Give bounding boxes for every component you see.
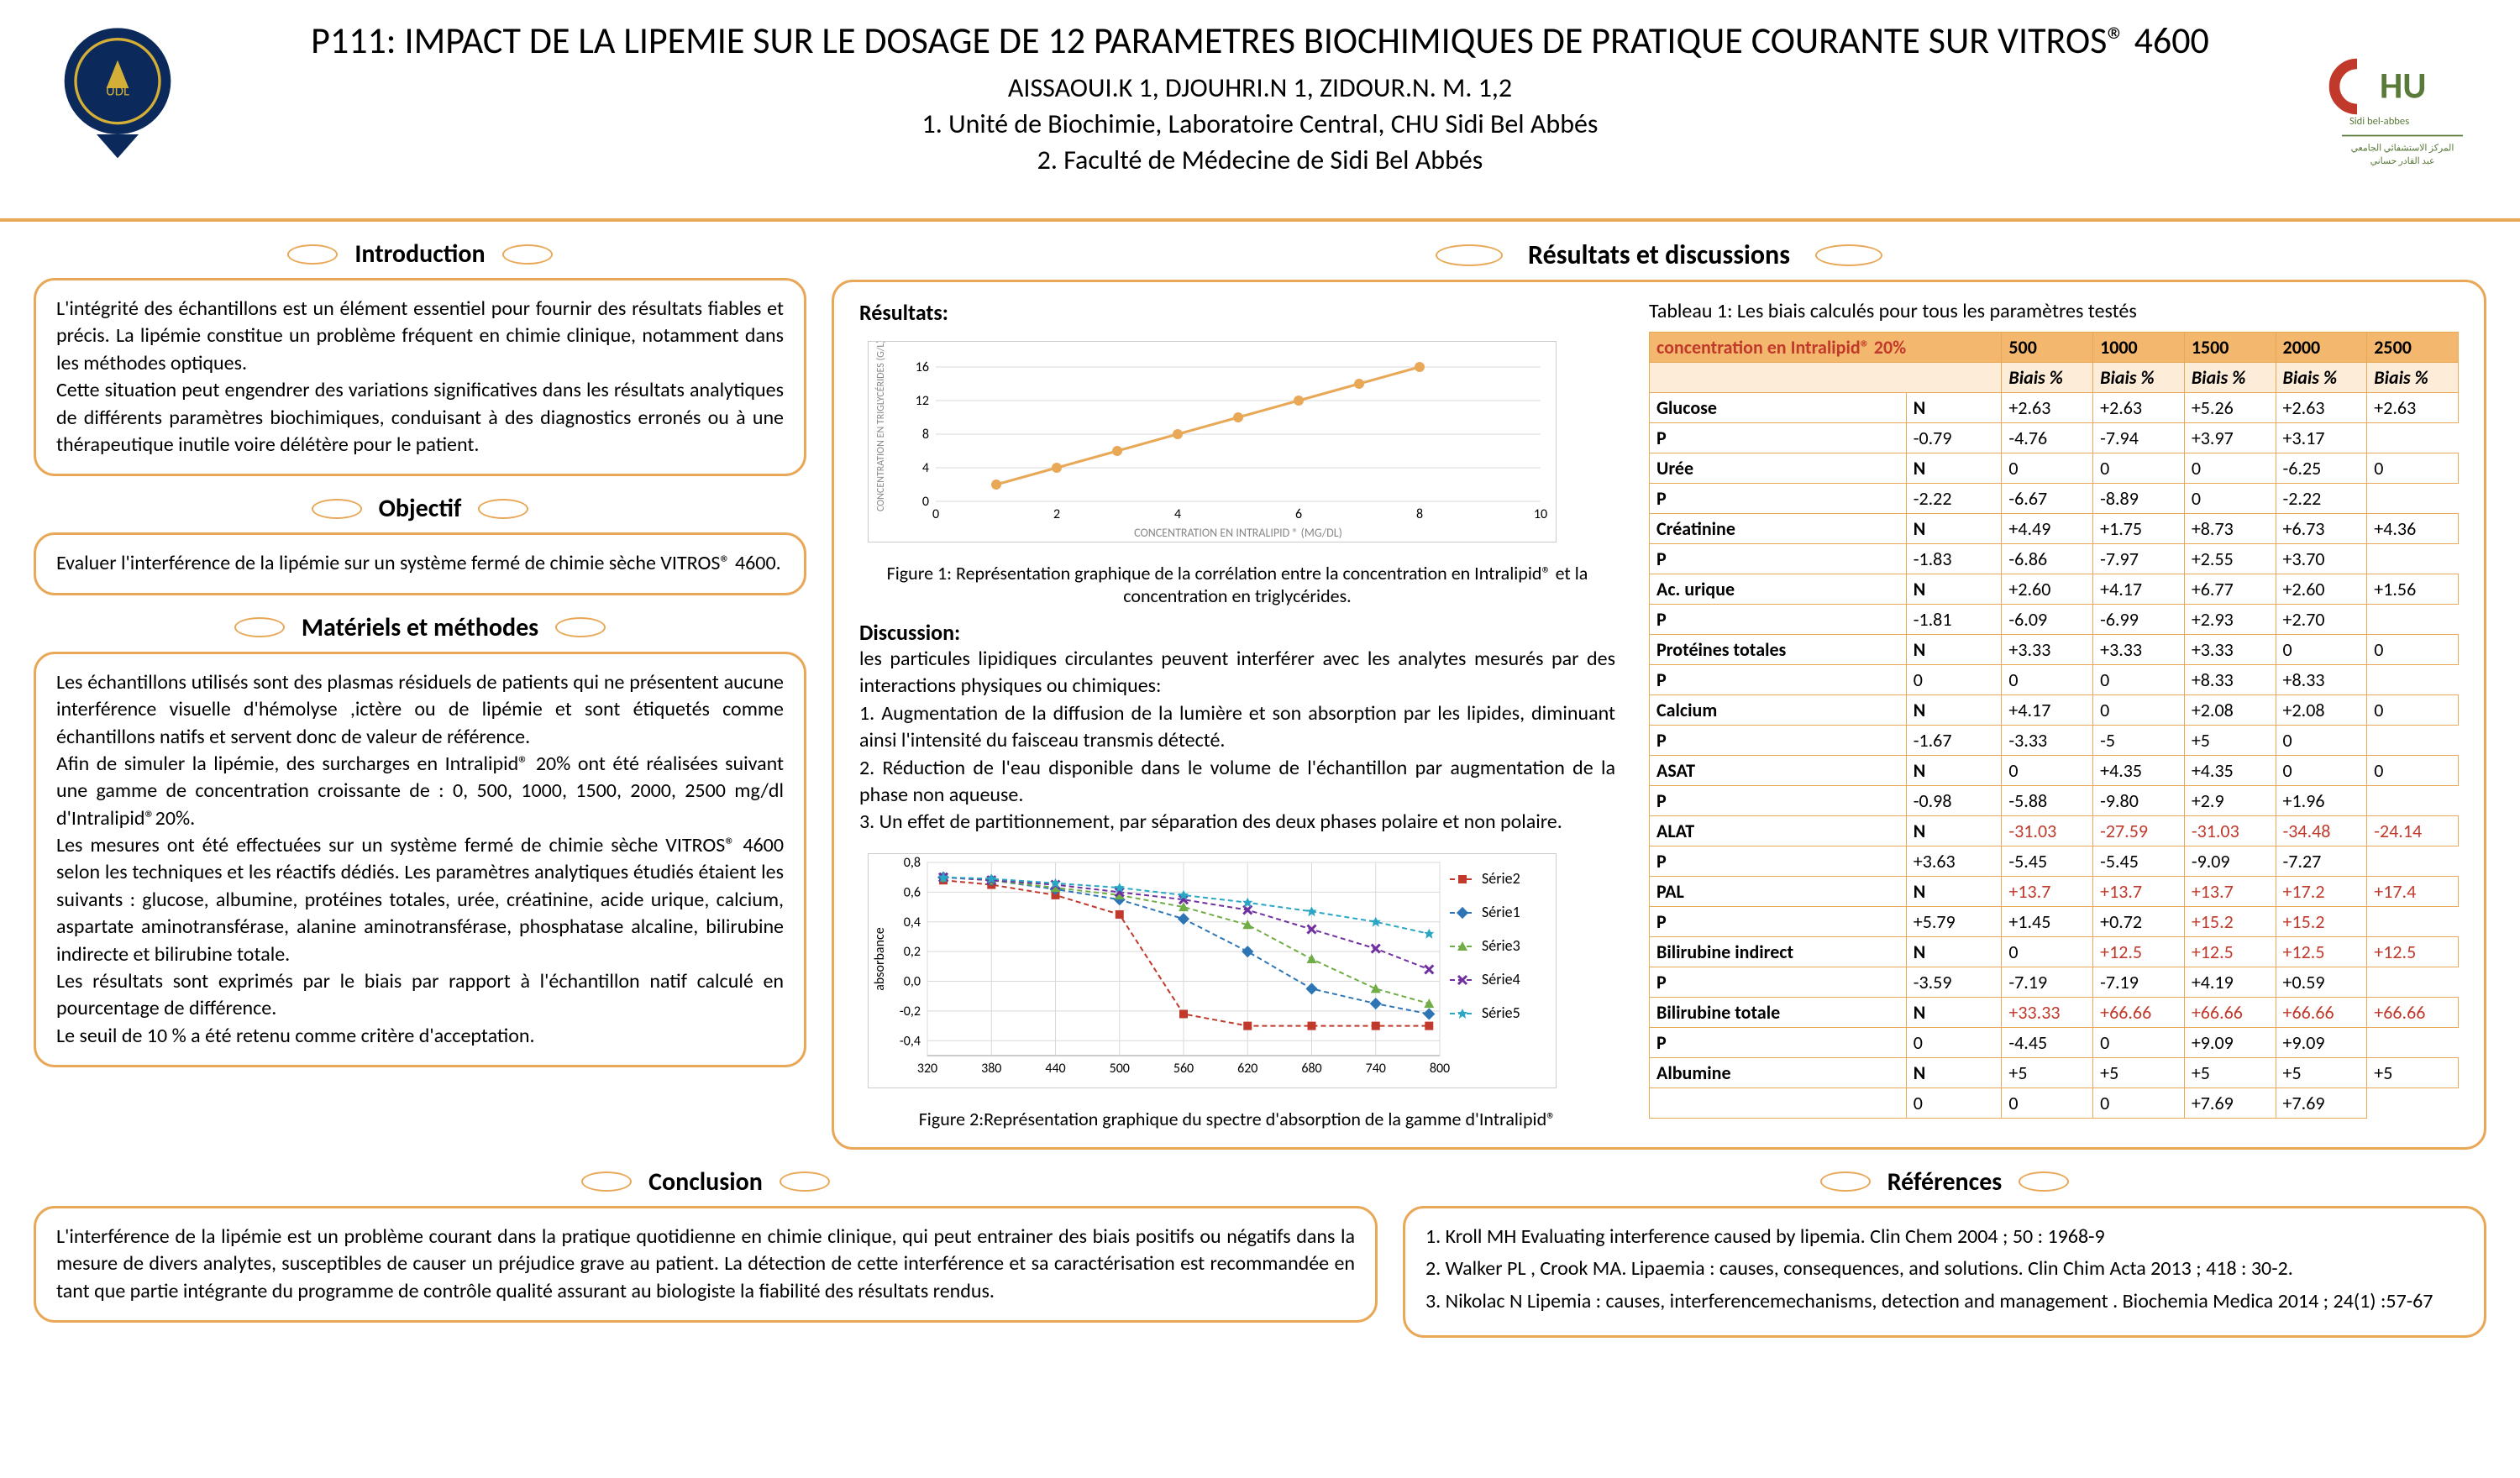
- svg-text:8: 8: [922, 427, 929, 443]
- svg-text:CONCENTRATION EN TRIGLYCÉRIDES: CONCENTRATION EN TRIGLYCÉRIDES (G/L): [874, 341, 887, 511]
- objectif-text: Evaluer l'interférence de la lipémie sur…: [34, 532, 806, 595]
- affiliation-1: 1. Unité de Biochimie, Laboratoire Centr…: [202, 107, 2318, 140]
- svg-text:8: 8: [1416, 506, 1423, 522]
- svg-text:HU: HU: [2380, 64, 2426, 108]
- svg-text:800: 800: [1430, 1061, 1450, 1077]
- svg-text:Série3: Série3: [1482, 936, 1520, 955]
- results-title: Résultats et discussions: [1528, 238, 1790, 271]
- svg-text:0,0: 0,0: [904, 973, 921, 989]
- objectif-title: Objectif: [379, 493, 462, 524]
- svg-text:440: 440: [1045, 1061, 1065, 1077]
- svg-text:المركز الاستشفائي الجامعي: المركز الاستشفائي الجامعي: [2351, 143, 2454, 154]
- svg-text:Série1: Série1: [1482, 903, 1520, 921]
- conclusion-title: Conclusion: [648, 1166, 763, 1198]
- methods-text: Les échantillons utilisés sont des plasm…: [34, 652, 806, 1067]
- logo-university: UDL: [34, 17, 202, 202]
- svg-text:0,2: 0,2: [904, 944, 921, 960]
- svg-text:-0,4: -0,4: [900, 1033, 921, 1049]
- affiliation-2: 2. Faculté de Médecine de Sidi Bel Abbés: [202, 144, 2318, 176]
- intro-title: Introduction: [354, 238, 485, 270]
- svg-text:0: 0: [932, 506, 939, 522]
- svg-text:0,8: 0,8: [904, 855, 921, 871]
- svg-text:0,6: 0,6: [904, 884, 921, 900]
- svg-text:320: 320: [917, 1061, 937, 1077]
- bias-table: concentration en Intralipid® 20%50010001…: [1649, 332, 2459, 1119]
- svg-text:10: 10: [1534, 506, 1547, 522]
- fig2-caption: Figure 2:Représentation graphique du spe…: [859, 1108, 1615, 1130]
- svg-text:0: 0: [922, 494, 929, 510]
- poster-authors: AISSAOUI.K 1, DJOUHRI.N 1, ZIDOUR.N. M. …: [202, 71, 2318, 104]
- svg-text:-0,2: -0,2: [900, 1004, 921, 1019]
- svg-text:Sidi bel-abbes: Sidi bel-abbes: [2349, 115, 2409, 128]
- svg-text:عبد القادر حساني: عبد القادر حساني: [2370, 155, 2435, 166]
- refs-title: Références: [1887, 1166, 2003, 1198]
- conclusion-text: L'interférence de la lipémie est un prob…: [34, 1206, 1378, 1323]
- results-label: Résultats:: [859, 299, 1615, 326]
- svg-text:absorbance: absorbance: [872, 927, 888, 991]
- svg-text:Série5: Série5: [1482, 1004, 1520, 1022]
- svg-text:Série2: Série2: [1482, 869, 1520, 888]
- svg-text:2: 2: [1053, 506, 1060, 522]
- svg-text:620: 620: [1237, 1061, 1257, 1077]
- chart-2: -0,4 -0,2 0,0 0,2 0,4 0,6 0,8 320 380 440 500 560 62…: [859, 845, 1615, 1103]
- svg-text:500: 500: [1110, 1061, 1130, 1077]
- svg-text:Série4: Série4: [1482, 970, 1520, 988]
- svg-text:12: 12: [916, 393, 929, 409]
- methods-title: Matériels et méthodes: [302, 612, 538, 643]
- poster-header: UDL P111: IMPACT DE LA LIPEMIE SUR LE DO…: [0, 0, 2520, 222]
- svg-text:16: 16: [916, 359, 929, 375]
- fig1-caption: Figure 1: Représentation graphique de la…: [859, 562, 1615, 607]
- discussion-label: Discussion:: [859, 619, 1615, 646]
- poster-title: P111: IMPACT DE LA LIPEMIE SUR LE DOSAGE…: [202, 17, 2318, 65]
- svg-text:6: 6: [1295, 506, 1302, 522]
- svg-text:380: 380: [981, 1061, 1001, 1077]
- logo-chu: HU Sidi bel-abbes المركز الاستشفائي الجامع…: [2318, 17, 2486, 202]
- svg-text:680: 680: [1301, 1061, 1321, 1077]
- intro-text: L'intégrité des échantillons est un élém…: [34, 278, 806, 476]
- refs-text: 1. Kroll MH Evaluating interference caus…: [1403, 1206, 2486, 1338]
- svg-text:740: 740: [1366, 1061, 1386, 1077]
- svg-text:CONCENTRATION EN INTRALIPID ®: CONCENTRATION EN INTRALIPID ® (MG/DL): [1134, 526, 1342, 540]
- table-title: Tableau 1: Les biais calculés pour tous …: [1649, 299, 2459, 323]
- chart-1: 0 4 8 12 16 0 2 4 6 8 10 CONCENTRATION EN INTRALIPI…: [859, 333, 1615, 557]
- svg-text:560: 560: [1173, 1061, 1194, 1077]
- discussion-text: les particules lipidiques circulantes pe…: [859, 646, 1615, 836]
- svg-text:UDL: UDL: [106, 82, 129, 99]
- svg-text:4: 4: [922, 460, 929, 476]
- svg-text:0,4: 0,4: [904, 915, 921, 930]
- svg-text:4: 4: [1174, 506, 1181, 522]
